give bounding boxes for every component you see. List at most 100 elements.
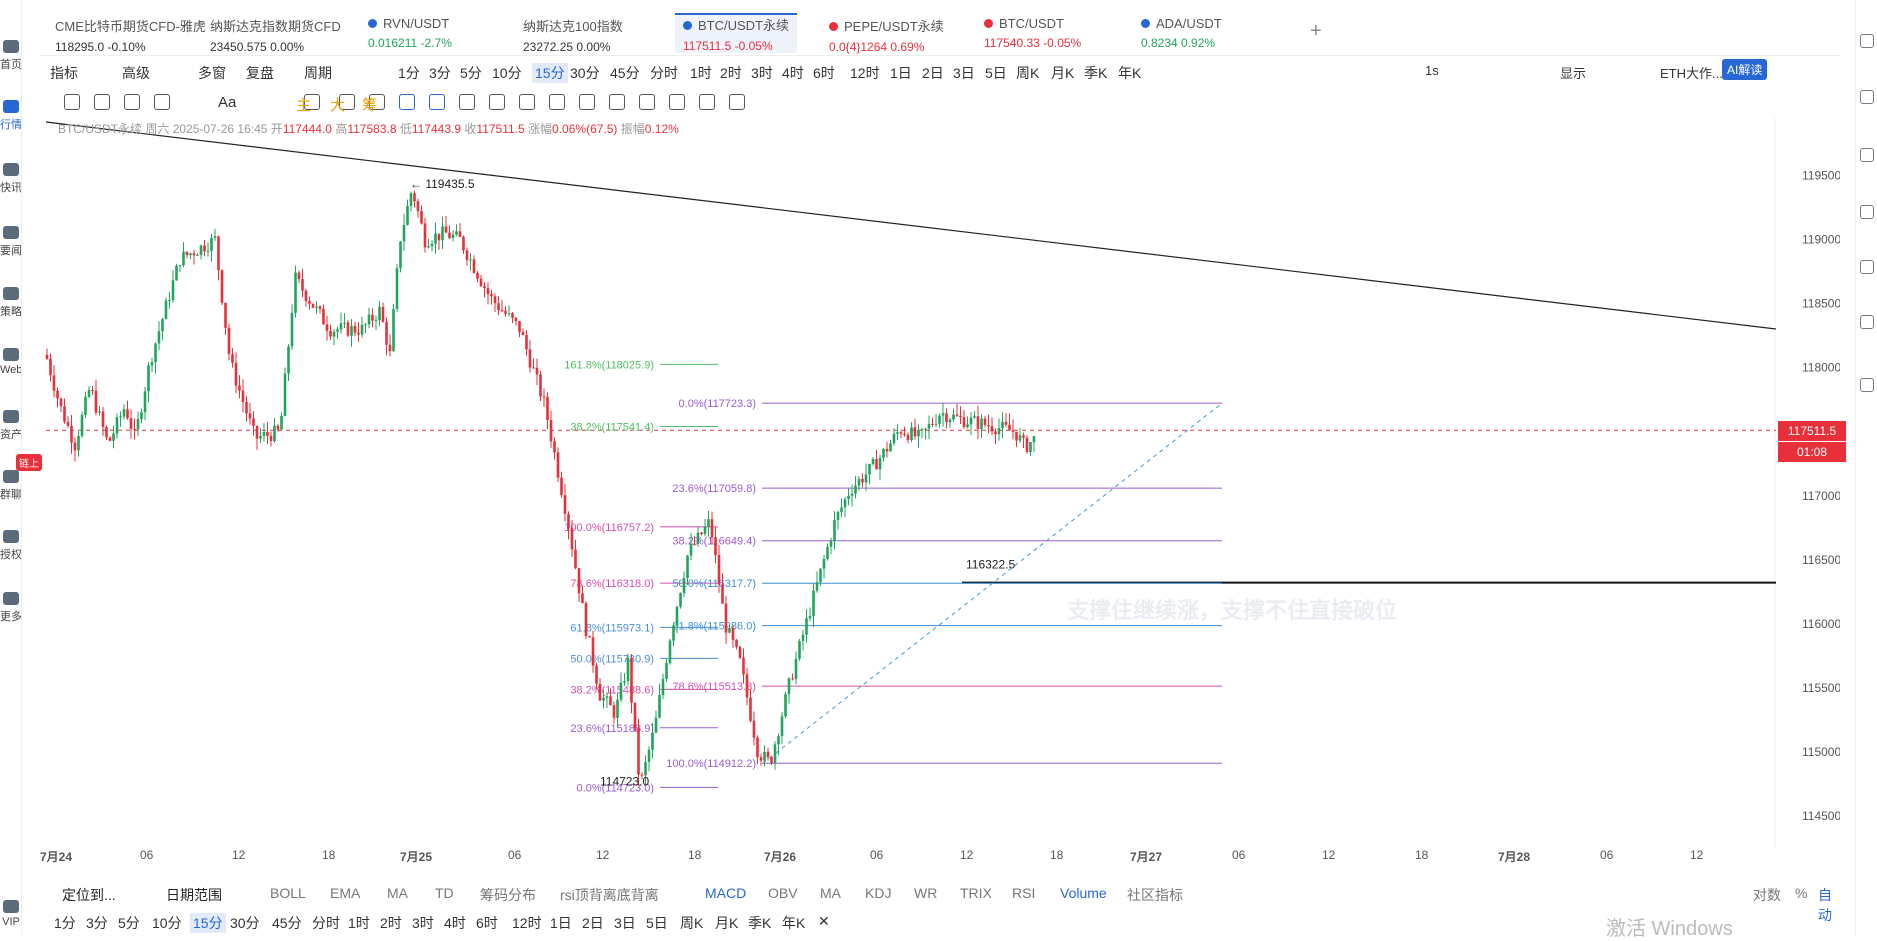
bottom-interval-3[interactable]: 10分 xyxy=(152,915,182,931)
interval-13[interactable]: 12时 xyxy=(850,65,880,81)
nav-item-8[interactable]: 授权 xyxy=(0,530,21,562)
interval-15[interactable]: 2日 xyxy=(922,65,944,81)
indicator-1[interactable]: EMA xyxy=(330,885,361,901)
list-icon[interactable] xyxy=(1860,148,1874,162)
interval-4[interactable]: 15分 xyxy=(532,63,568,83)
indicator-3[interactable]: TD xyxy=(435,885,454,901)
drawing-tool-icon-8[interactable] xyxy=(399,94,415,110)
bottom-interval-13[interactable]: 12时 xyxy=(512,915,542,931)
drawing-tool-icon-19[interactable] xyxy=(729,94,745,110)
nav-item-4[interactable]: 策略 xyxy=(0,287,21,319)
drawing-tool-icon-0[interactable] xyxy=(64,94,80,110)
toolbar-2[interactable]: 多窗 xyxy=(198,65,226,81)
nav-item-0[interactable]: 首页 xyxy=(0,40,21,72)
interval-18[interactable]: 周K xyxy=(1016,65,1040,81)
interval-21[interactable]: 年K xyxy=(1118,65,1142,81)
interval-10[interactable]: 3时 xyxy=(751,65,773,81)
drawing-tool-icon-16[interactable] xyxy=(639,94,655,110)
bottom-interval-9[interactable]: 2时 xyxy=(380,915,402,931)
indicator-6[interactable]: MACD xyxy=(705,885,747,901)
toolbar2-text-0[interactable]: Aa xyxy=(218,94,237,111)
indicator-10[interactable]: WR xyxy=(914,885,938,901)
bottom-interval-7[interactable]: 分时 xyxy=(312,915,340,931)
bottom-interval-11[interactable]: 4时 xyxy=(444,915,466,931)
bottom-interval-6[interactable]: 45分 xyxy=(272,915,302,931)
indicator-13[interactable]: Volume xyxy=(1060,885,1107,901)
bottom-interval-21[interactable]: 年K xyxy=(782,915,806,931)
drawing-tool-icon-10[interactable] xyxy=(459,94,475,110)
interval-17[interactable]: 5日 xyxy=(985,65,1007,81)
interval-0[interactable]: 1分 xyxy=(398,65,420,81)
ticker-tab-7[interactable]: ADA/USDT 0.8234 0.92% xyxy=(1141,16,1222,50)
interval-8[interactable]: 1时 xyxy=(690,65,712,81)
bottom-interval-20[interactable]: 季K xyxy=(748,915,772,931)
nav-item-1[interactable]: 行情 xyxy=(0,100,21,132)
interval-5[interactable]: 30分 xyxy=(570,65,600,81)
scale-option-2[interactable]: 自动 xyxy=(1818,887,1832,923)
ticker-tab-5[interactable]: PEPE/USDT永续 0.0{4}1264 0.69% xyxy=(829,16,944,54)
drawing-tool-icon-12[interactable] xyxy=(519,94,535,110)
bottom-interval-15[interactable]: 2日 xyxy=(582,915,604,931)
indicator-0[interactable]: BOLL xyxy=(270,885,306,901)
nav-item-10[interactable]: VIP xyxy=(0,900,21,928)
nav-item-7[interactable]: 群聊 xyxy=(0,470,21,502)
nav-item-9[interactable]: 更多 xyxy=(0,592,21,624)
drawing-tool-icon-9[interactable] xyxy=(429,94,445,110)
bottom-interval-19[interactable]: 月K xyxy=(715,915,739,931)
trend-icon[interactable] xyxy=(1860,205,1874,219)
toolbar-3[interactable]: 复盘 xyxy=(246,65,274,81)
interval-12[interactable]: 6时 xyxy=(813,65,835,81)
toolbar-0[interactable]: 指标 xyxy=(50,65,78,81)
drawing-tool-icon-13[interactable] xyxy=(549,94,565,110)
ai-interpret-button[interactable]: AI解读 xyxy=(1722,59,1768,80)
indicator-8[interactable]: MA xyxy=(820,885,841,901)
calendar-icon[interactable] xyxy=(1860,260,1874,274)
settings-icon[interactable] xyxy=(1860,378,1874,392)
locate-button[interactable]: 定位到... xyxy=(62,887,116,903)
interval-11[interactable]: 4时 xyxy=(782,65,804,81)
candlestick-chart[interactable]: 114500.0 115000.0 115500.0 116000.0 116500.0… xyxy=(40,118,1840,865)
ticker-tab-0[interactable]: CME比特币期货CFD-雅虎 118295.0 -0.10% xyxy=(55,16,206,54)
toolbar-1[interactable]: 高级 xyxy=(122,65,150,81)
scale-option-0[interactable]: 对数 xyxy=(1753,887,1781,903)
ticker-tab-6[interactable]: BTC/USDT 117540.33 -0.05% xyxy=(984,16,1081,50)
indicator-12[interactable]: RSI xyxy=(1012,885,1036,901)
drawing-tool-icon-18[interactable] xyxy=(699,94,715,110)
chart-icon[interactable] xyxy=(1860,90,1874,104)
interval-19[interactable]: 月K xyxy=(1051,65,1075,81)
bottom-interval-4[interactable]: 15分 xyxy=(190,913,226,933)
bottom-interval-0[interactable]: 1分 xyxy=(54,915,76,931)
drawing-tool-icon-1[interactable] xyxy=(94,94,110,110)
ticker-tab-1[interactable]: 纳斯达克指数期货CFD 23450.575 0.00% xyxy=(210,16,341,54)
toolbar-4[interactable]: 周期 xyxy=(304,65,332,81)
bottom-interval-5[interactable]: 30分 xyxy=(230,915,260,931)
interval-14[interactable]: 1日 xyxy=(890,65,912,81)
nav-item-6[interactable]: 资产 xyxy=(0,410,21,442)
toolbar-right-1[interactable]: 显示 xyxy=(1560,66,1587,81)
bottom-interval-18[interactable]: 周K xyxy=(680,915,704,931)
drawing-tool-icon-11[interactable] xyxy=(489,94,505,110)
ticker-tab-4[interactable]: BTC/USDT永续 117511.5 -0.05% xyxy=(675,13,798,53)
drawing-tool-icon-5[interactable] xyxy=(304,94,320,110)
bottom-interval-12[interactable]: 6时 xyxy=(476,915,498,931)
bottom-interval-1[interactable]: 3分 xyxy=(86,915,108,931)
toolbar-right-2[interactable]: ETH大作... xyxy=(1660,66,1723,81)
drawing-tool-icon-7[interactable] xyxy=(369,94,385,110)
date-range-button[interactable]: 日期范围 xyxy=(166,887,222,903)
ticker-tab-3[interactable]: 纳斯达克100指数 23272.25 0.00% xyxy=(523,16,623,54)
interval-16[interactable]: 3日 xyxy=(953,65,975,81)
interval-9[interactable]: 2时 xyxy=(720,65,742,81)
interval-3[interactable]: 10分 xyxy=(492,65,522,81)
bottom-interval-2[interactable]: 5分 xyxy=(118,915,140,931)
drawing-tool-icon-3[interactable] xyxy=(154,94,170,110)
indicator-11[interactable]: TRIX xyxy=(960,885,992,901)
toolbar2-text-2[interactable]: 大 xyxy=(330,97,346,114)
indicator-4[interactable]: 筹码分布 xyxy=(480,887,536,903)
close-icon[interactable]: ✕ xyxy=(818,913,830,929)
interval-6[interactable]: 45分 xyxy=(610,65,640,81)
indicator-7[interactable]: OBV xyxy=(768,885,798,901)
nav-item-2[interactable]: 快讯 xyxy=(0,163,21,195)
toolbar2-text-3[interactable]: 筹 xyxy=(362,97,378,114)
bottom-interval-14[interactable]: 1日 xyxy=(550,915,572,931)
bottom-interval-17[interactable]: 5日 xyxy=(646,915,668,931)
